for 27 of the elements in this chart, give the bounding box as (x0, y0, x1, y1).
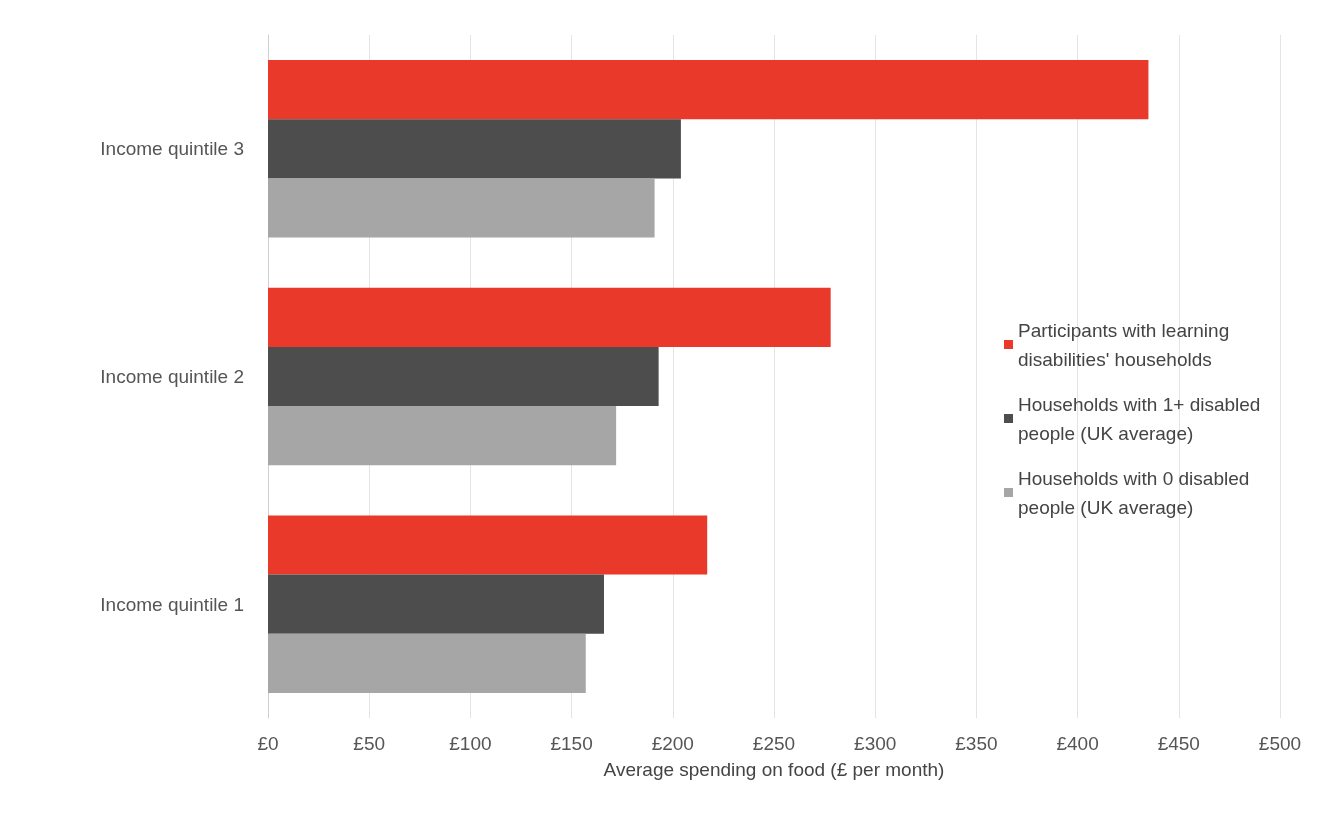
legend-label: Participants with learning disabilities' households (1018, 319, 1235, 370)
x-tick-label: £200 (651, 733, 694, 754)
y-tick-label: Income quintile 1 (100, 593, 244, 615)
bar (268, 574, 604, 634)
x-tick-label: £50 (353, 733, 386, 754)
y-tick-label: Income quintile 2 (100, 366, 244, 387)
bar (268, 119, 681, 179)
x-tick-label: £250 (752, 733, 796, 754)
bar (268, 346, 659, 407)
bar (268, 60, 1149, 120)
x-tick-label: £150 (550, 733, 593, 754)
bar (268, 178, 655, 238)
legend-label: Households with 1+ disabled people (UK average) (1018, 393, 1266, 444)
bar (268, 406, 617, 466)
x-axis-title: Average spending on food (£ per month) (603, 759, 945, 780)
x-tick-label: £0 (257, 733, 279, 754)
x-tick-label: £300 (854, 733, 897, 754)
bar (268, 633, 586, 693)
bar (268, 515, 708, 575)
x-tick-label: £100 (449, 733, 492, 754)
x-tick-label: £450 (1157, 733, 1200, 754)
x-tick-label: £400 (1056, 733, 1099, 754)
x-tick-label: £500 (1258, 733, 1302, 754)
x-tick-label: £350 (955, 733, 998, 754)
y-tick-label: Income quintile 3 (100, 138, 244, 160)
legend-label: Households with 0 disabled people (UK average) (1018, 467, 1255, 518)
bar (268, 287, 831, 347)
